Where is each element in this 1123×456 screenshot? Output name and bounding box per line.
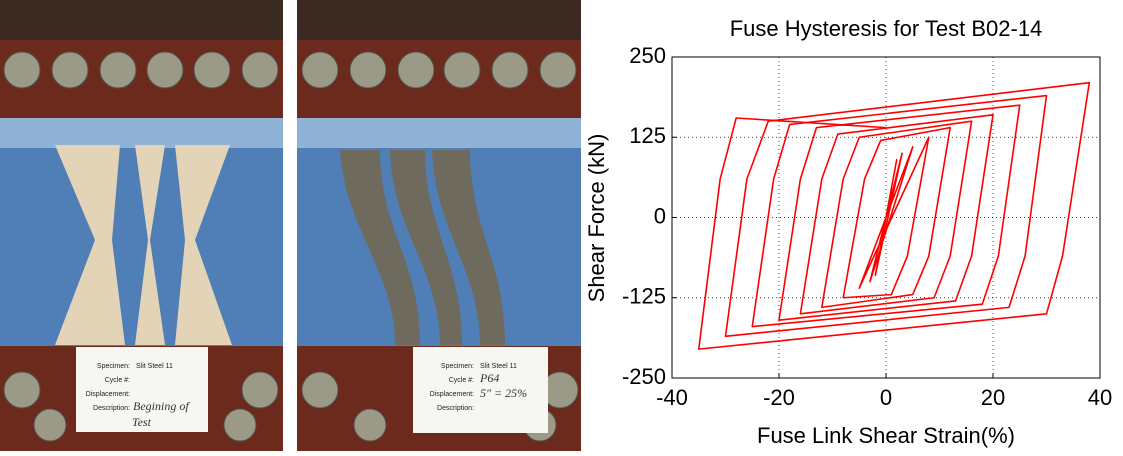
card-label: Description: — [93, 405, 130, 412]
x-tick-label: -20 — [763, 385, 795, 410]
card-label: Cycle #: — [105, 377, 130, 384]
x-axis-label: Fuse Link Shear Strain(%) — [757, 423, 1015, 448]
x-tick-label: -40 — [656, 385, 688, 410]
card-label: Specimen: — [441, 363, 474, 370]
y-tick-label: 125 — [629, 123, 666, 148]
x-tick-label: 40 — [1088, 385, 1112, 410]
card-label: Description: — [437, 405, 474, 412]
card-handwriting: 5" = 25% — [480, 386, 527, 400]
y-tick-label: -125 — [622, 284, 666, 309]
y-tick-label: -250 — [622, 364, 666, 389]
card-value: Slit Steel 11 — [480, 363, 517, 370]
card-handwriting: P64 — [479, 371, 499, 385]
x-tick-label: 0 — [880, 385, 892, 410]
card-label: Cycle #: — [449, 377, 474, 384]
card-label: Displacement: — [86, 391, 130, 398]
card-handwriting: Test — [132, 415, 152, 429]
y-tick-label: 0 — [654, 203, 666, 228]
card-label: Specimen: — [97, 363, 130, 370]
chart: Fuse Hysteresis for Test B02-14 Fuse Lin… — [584, 16, 1112, 448]
card-value: Slit Steel 11 — [136, 363, 173, 370]
plot-frame — [671, 56, 1101, 379]
photo-deformed: Specimen: Slit Steel 11 Cycle #: P64 Dis… — [297, 0, 581, 451]
chart-title: Fuse Hysteresis for Test B02-14 — [730, 16, 1043, 41]
card-handwriting: Begining of — [133, 399, 190, 413]
y-axis-label: Shear Force (kN) — [584, 134, 609, 303]
photo-initial: Specimen: Slit Steel 11 Cycle #: Displac… — [0, 0, 283, 451]
hysteresis-line — [697, 81, 1091, 350]
specimen-card: Specimen: Slit Steel 11 Cycle #: Displac… — [76, 347, 208, 432]
card-label: Displacement: — [430, 391, 474, 398]
y-tick-label: 250 — [629, 43, 666, 68]
x-tick-label: 20 — [981, 385, 1005, 410]
specimen-card: Specimen: Slit Steel 11 Cycle #: P64 Dis… — [413, 347, 548, 433]
